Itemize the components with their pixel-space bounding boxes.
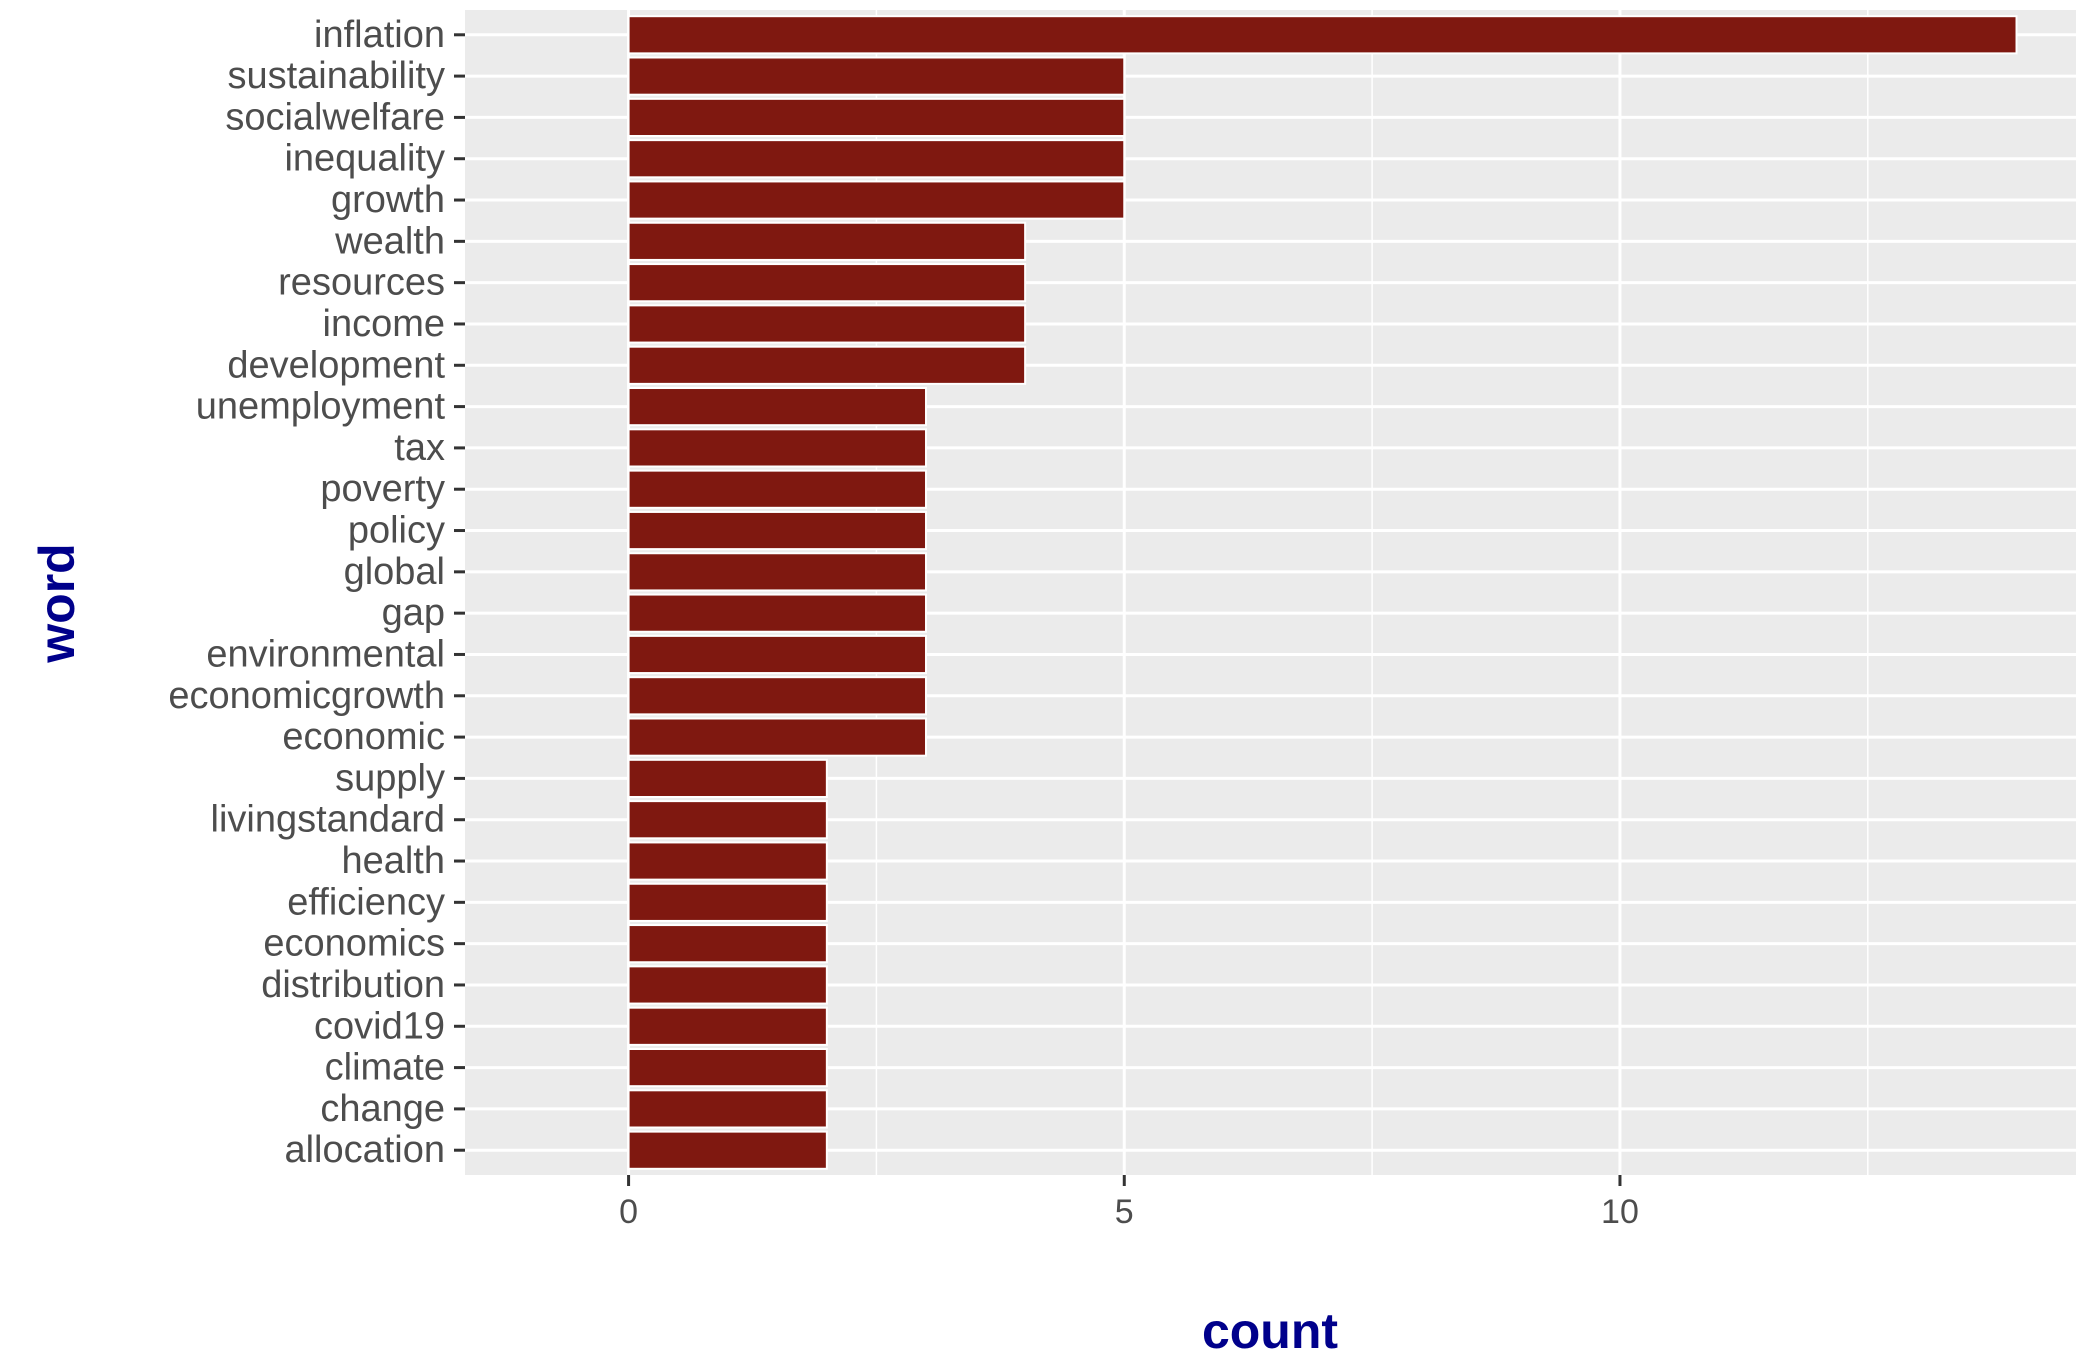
x-axis-title: count bbox=[1202, 1303, 1338, 1359]
y-tick-label: global bbox=[344, 551, 445, 593]
y-tick-label: climate bbox=[325, 1047, 445, 1089]
y-tick-label: socialwelfare bbox=[225, 96, 445, 138]
y-tick-label: environmental bbox=[206, 633, 445, 675]
bar-income bbox=[627, 304, 1027, 344]
y-tick-label: supply bbox=[335, 757, 445, 799]
x-axis-ticks: 0 5 10 bbox=[619, 1175, 1639, 1231]
y-tick-label: distribution bbox=[261, 964, 445, 1006]
bar-economic bbox=[627, 717, 927, 757]
y-tick-label: health bbox=[341, 840, 445, 882]
bar-environmental bbox=[627, 634, 927, 675]
bar-change bbox=[627, 1089, 828, 1129]
bar-wealth bbox=[627, 221, 1027, 261]
y-tick-label: livingstandard bbox=[211, 799, 445, 841]
bar-health bbox=[627, 841, 828, 881]
bar-economics bbox=[627, 924, 828, 964]
y-tick-label: economicgrowth bbox=[168, 675, 445, 717]
y-tick-label: tax bbox=[394, 427, 445, 469]
bar-livingstandard bbox=[627, 800, 828, 840]
bar-climate bbox=[627, 1047, 828, 1088]
y-tick-label: efficiency bbox=[287, 881, 445, 923]
bar-efficiency bbox=[627, 882, 828, 922]
y-tick-label: policy bbox=[348, 510, 445, 552]
bar-distribution bbox=[627, 965, 828, 1005]
y-axis-title: word bbox=[29, 543, 85, 663]
y-tick-label: unemployment bbox=[196, 386, 446, 428]
y-tick-label: sustainability bbox=[227, 55, 445, 97]
bar-development bbox=[627, 345, 1027, 385]
y-tick-label: covid19 bbox=[314, 1005, 445, 1047]
bar-growth bbox=[627, 180, 1126, 220]
bars bbox=[627, 15, 2018, 1170]
x-tick-label: 10 bbox=[1601, 1193, 1639, 1231]
bar-socialwelfare bbox=[627, 97, 1126, 138]
x-tick-label: 5 bbox=[1115, 1193, 1134, 1231]
bar-gap bbox=[627, 593, 927, 633]
y-tick-label: resources bbox=[278, 262, 445, 304]
y-tick-label: change bbox=[320, 1088, 445, 1130]
bar-unemployment bbox=[627, 387, 927, 427]
bar-covid19 bbox=[627, 1006, 828, 1046]
y-tick-label: allocation bbox=[284, 1129, 445, 1171]
y-tick-label: growth bbox=[331, 179, 445, 221]
bar-poverty bbox=[627, 469, 927, 509]
bar-sustainability bbox=[627, 56, 1126, 96]
bar-inflation bbox=[627, 15, 2018, 55]
bar-global bbox=[627, 552, 927, 592]
y-axis-ticks: inflationsustainabilitysocialwelfareineq… bbox=[168, 14, 465, 1171]
y-tick-label: poverty bbox=[320, 468, 445, 510]
bar-inequality bbox=[627, 139, 1126, 179]
bar-policy bbox=[627, 510, 927, 551]
bar-resources bbox=[627, 263, 1027, 303]
y-tick-label: development bbox=[227, 344, 445, 386]
bar-supply bbox=[627, 758, 828, 798]
y-tick-label: inequality bbox=[284, 138, 445, 180]
y-tick-label: wealth bbox=[334, 220, 445, 262]
y-tick-label: gap bbox=[382, 592, 445, 634]
y-tick-label: inflation bbox=[314, 14, 445, 56]
y-tick-label: economic bbox=[282, 716, 445, 758]
bar-allocation bbox=[627, 1130, 828, 1170]
y-tick-label: income bbox=[323, 303, 446, 345]
bar-economicgrowth bbox=[627, 676, 927, 716]
y-tick-label: economics bbox=[263, 923, 445, 965]
bar-tax bbox=[627, 428, 927, 468]
x-tick-label: 0 bbox=[619, 1193, 638, 1231]
